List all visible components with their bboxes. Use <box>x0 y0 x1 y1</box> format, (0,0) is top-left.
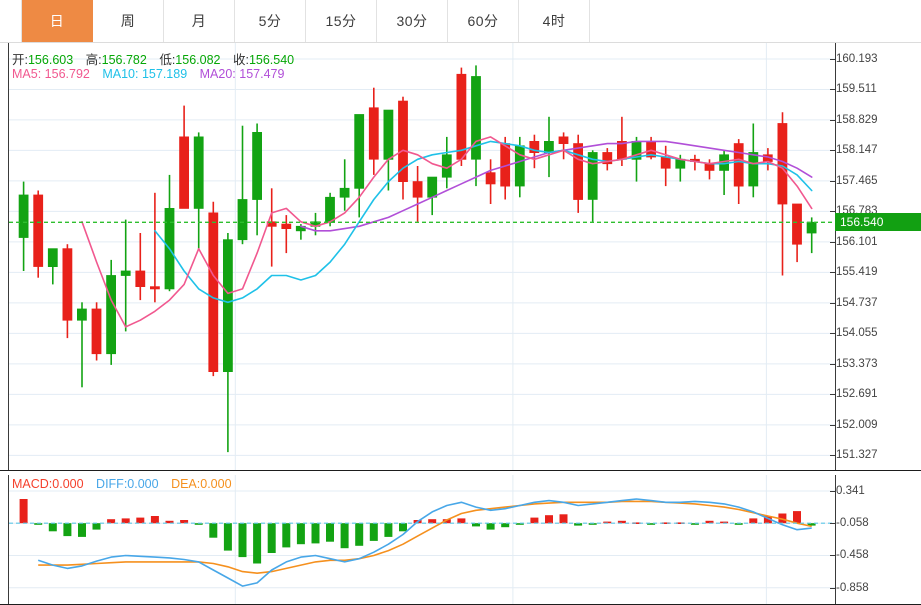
macd-legend: MACD:0.000 DIFF:0.000 DEA:0.000 <box>12 477 232 491</box>
macd-plot-right-border <box>835 475 836 605</box>
axis-tick-mark <box>830 119 836 121</box>
macd-svg <box>9 475 835 604</box>
tab-5min[interactable]: 5分 <box>235 0 306 42</box>
axis-tick-mark <box>830 333 836 335</box>
axis-tick-mark <box>830 394 836 396</box>
price-axis-tick-label: 151.327 <box>836 449 878 462</box>
macd-axis-tick-label: 0.341 <box>836 485 865 498</box>
price-axis-tick-label: 155.419 <box>836 266 878 279</box>
high-value: 156.782 <box>101 53 147 67</box>
axis-tick-mark <box>830 58 836 60</box>
tab-label: 60分 <box>467 13 499 29</box>
axis-tick-mark <box>830 491 836 493</box>
tab-month[interactable]: 月 <box>164 0 235 42</box>
panel-divider <box>0 470 921 471</box>
price-axis: 160.193 159.511 158.829 158.147 157.465 156.7… <box>830 43 921 605</box>
tabbar-right-filler <box>590 0 921 42</box>
candlestick-svg <box>9 43 835 470</box>
price-plot-right-border <box>835 43 836 471</box>
tab-label: 30分 <box>396 13 428 29</box>
price-axis-tick-label: 152.691 <box>836 388 878 401</box>
close-value: 156.540 <box>248 53 295 67</box>
macd-axis-tick-label: -0.858 <box>836 581 869 594</box>
ohlc-legend: 开:156.603 高:156.782 低:156.082 收:156.540 <box>12 49 294 68</box>
price-plot-left-border <box>8 43 9 471</box>
tab-label: 周 <box>120 13 136 29</box>
price-axis-tick-label: 154.055 <box>836 327 878 340</box>
axis-tick-mark <box>830 241 836 243</box>
price-axis-tick-label: 157.465 <box>836 174 878 187</box>
macd-value: 0.000 <box>52 477 84 491</box>
ma5-label: MA5: <box>12 67 42 81</box>
macd-axis-tick-label: -0.458 <box>836 549 869 562</box>
axis-tick-mark <box>830 455 836 457</box>
high-label: 高: <box>85 53 102 67</box>
axis-tick-mark <box>830 555 836 557</box>
close-label: 收: <box>232 53 249 67</box>
ma-legend: MA5: 156.792 MA10: 157.189 MA20: 157.479 <box>12 67 284 81</box>
diff-value: 0.000 <box>127 477 159 491</box>
ma20-label: MA20: <box>199 67 236 81</box>
dea-label: DEA: <box>171 477 201 491</box>
axis-tick-mark <box>830 272 836 274</box>
ma20-value: 157.479 <box>239 67 285 81</box>
axis-tick-mark <box>830 424 836 426</box>
open-value: 156.603 <box>27 53 74 67</box>
tab-label: 5分 <box>258 13 282 29</box>
tab-week[interactable]: 周 <box>93 0 164 42</box>
low-label: 低: <box>159 53 176 67</box>
tab-label: 月 <box>191 13 207 29</box>
price-axis-tick-label: 153.373 <box>836 357 878 370</box>
macd-plot-left-border <box>8 475 9 605</box>
price-axis-tick-label: 154.737 <box>836 296 878 309</box>
axis-tick-mark <box>830 211 836 213</box>
price-chart-plot[interactable] <box>9 43 835 470</box>
price-axis-tick-label: 158.147 <box>836 144 878 157</box>
price-axis-tick-label: 160.193 <box>836 52 878 65</box>
macd-axis-tick-label: -0.058 <box>836 517 869 530</box>
open-label: 开: <box>12 53 28 67</box>
tab-day[interactable]: 日 <box>22 0 93 42</box>
tab-label: 4时 <box>542 13 566 29</box>
tab-label: 日 <box>49 13 65 29</box>
chart-frame: 开:156.603 高:156.782 低:156.082 收:156.540 … <box>0 43 921 605</box>
tabbar-left-spacer <box>0 0 22 42</box>
price-axis-tick-label: 158.829 <box>836 113 878 126</box>
macd-label: MACD: <box>12 477 53 491</box>
price-axis-tick-label: 152.009 <box>836 418 878 431</box>
ma10-label: MA10: <box>102 67 139 81</box>
axis-tick-mark <box>830 89 836 91</box>
price-axis-tick-label: 156.101 <box>836 235 878 248</box>
current-price-badge: 156.540 <box>835 213 921 232</box>
price-axis-tick-label: 159.511 <box>836 83 877 96</box>
axis-tick-mark <box>830 150 836 152</box>
axis-tick-mark <box>830 523 836 525</box>
axis-tick-mark <box>830 363 836 365</box>
period-tab-bar: 日 周 月 5分 15分 30分 60分 4时 <box>0 0 921 43</box>
dea-value: 0.000 <box>200 477 232 491</box>
axis-tick-mark <box>830 587 836 589</box>
tab-15min[interactable]: 15分 <box>306 0 377 42</box>
tab-60min[interactable]: 60分 <box>448 0 519 42</box>
tab-label: 15分 <box>325 13 357 29</box>
ma5-value: 156.792 <box>44 67 90 81</box>
low-value: 156.082 <box>175 53 221 67</box>
ma10-value: 157.189 <box>141 67 188 81</box>
diff-label: DIFF: <box>96 477 128 491</box>
macd-chart-plot[interactable] <box>9 475 835 604</box>
axis-tick-mark <box>830 180 836 182</box>
tab-30min[interactable]: 30分 <box>377 0 448 42</box>
tab-4hour[interactable]: 4时 <box>519 0 590 42</box>
axis-tick-mark <box>830 302 836 304</box>
